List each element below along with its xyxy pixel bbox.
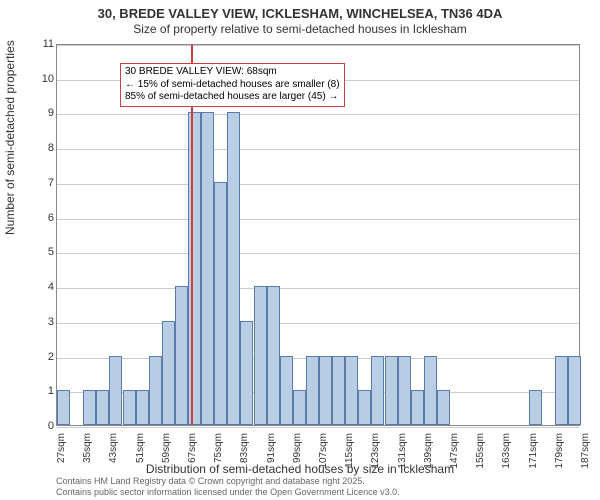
- bar: [398, 356, 411, 425]
- bar: [529, 390, 542, 425]
- gridline: [57, 253, 579, 254]
- gridline: [57, 219, 579, 220]
- bar: [175, 286, 188, 425]
- bar: [240, 321, 253, 425]
- bar: [227, 112, 240, 425]
- annotation-line: 30 BREDE VALLEY VIEW: 68sqm: [125, 66, 340, 79]
- bar: [371, 356, 384, 425]
- bar: [437, 390, 450, 425]
- chart-title: 30, BREDE VALLEY VIEW, ICKLESHAM, WINCHE…: [0, 6, 600, 21]
- y-tick-label: 2: [34, 351, 54, 363]
- chart-subtitle: Size of property relative to semi-detach…: [0, 22, 600, 36]
- y-tick-label: 7: [34, 177, 54, 189]
- bar: [555, 356, 568, 425]
- plot-area: 30 BREDE VALLEY VIEW: 68sqm← 15% of semi…: [56, 44, 580, 426]
- bar: [280, 356, 293, 425]
- bar: [306, 356, 319, 425]
- bar: [345, 356, 358, 425]
- y-tick-label: 5: [34, 246, 54, 258]
- gridline: [57, 184, 579, 185]
- y-tick-label: 6: [34, 212, 54, 224]
- y-tick-label: 0: [34, 420, 54, 432]
- gridline: [57, 323, 579, 324]
- annotation-line: 85% of semi-detached houses are larger (…: [125, 91, 340, 104]
- chart-container: 30, BREDE VALLEY VIEW, ICKLESHAM, WINCHE…: [0, 0, 600, 500]
- y-tick-label: 3: [34, 316, 54, 328]
- bar: [96, 390, 109, 425]
- y-tick-label: 9: [34, 107, 54, 119]
- bar: [109, 356, 122, 425]
- y-tick-label: 8: [34, 142, 54, 154]
- footer-line-2: Contains public sector information licen…: [56, 487, 400, 498]
- y-tick-label: 1: [34, 385, 54, 397]
- bar: [214, 182, 227, 425]
- bar: [83, 390, 96, 425]
- bar: [123, 390, 136, 425]
- bar: [267, 286, 280, 425]
- footer-line-1: Contains HM Land Registry data © Crown c…: [56, 476, 400, 487]
- bar: [319, 356, 332, 425]
- bar: [201, 112, 214, 425]
- x-axis-label: Distribution of semi-detached houses by …: [0, 462, 600, 476]
- y-tick-label: 11: [34, 38, 54, 50]
- bar: [411, 390, 424, 425]
- y-tick-label: 4: [34, 281, 54, 293]
- y-axis-label: Number of semi-detached properties: [3, 40, 17, 235]
- gridline: [57, 114, 579, 115]
- bar: [136, 390, 149, 425]
- bar: [57, 390, 70, 425]
- bar: [385, 356, 398, 425]
- annotation-box: 30 BREDE VALLEY VIEW: 68sqm← 15% of semi…: [120, 63, 345, 107]
- bar: [162, 321, 175, 425]
- bar: [332, 356, 345, 425]
- gridline: [57, 288, 579, 289]
- gridline: [57, 45, 579, 46]
- annotation-line: ← 15% of semi-detached houses are smalle…: [125, 79, 340, 92]
- bar: [358, 390, 371, 425]
- bar: [293, 390, 306, 425]
- gridline: [57, 149, 579, 150]
- y-tick-label: 10: [34, 73, 54, 85]
- bar: [568, 356, 581, 425]
- bar: [254, 286, 267, 425]
- bar: [149, 356, 162, 425]
- gridline: [57, 427, 579, 428]
- chart-footer: Contains HM Land Registry data © Crown c…: [56, 476, 400, 498]
- bar: [424, 356, 437, 425]
